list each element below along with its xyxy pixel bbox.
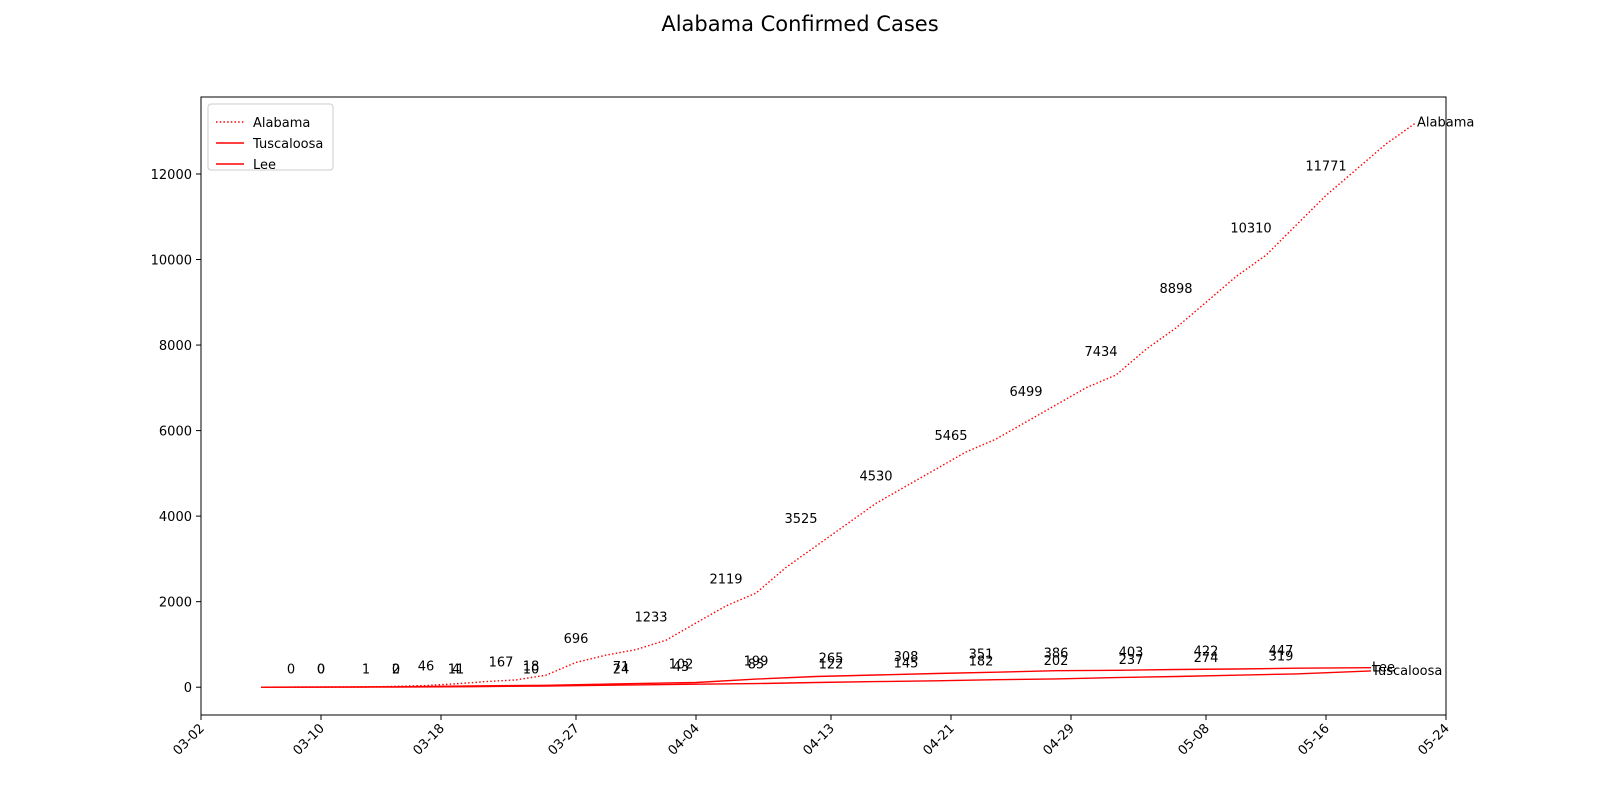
data-label: 182: [969, 655, 994, 670]
chart-title: Alabama Confirmed Cases: [661, 12, 938, 36]
x-tick-label: 04-29: [1041, 721, 1078, 758]
data-label: 11: [448, 663, 465, 678]
y-tick-label: 6000: [159, 425, 192, 440]
data-label: 0: [287, 663, 295, 678]
data-label: 43: [673, 660, 690, 675]
x-tick-label: 04-13: [801, 721, 838, 758]
data-label: 122: [819, 658, 844, 673]
data-label: 447: [1269, 644, 1294, 659]
legend-label-tuscaloosa: Tuscaloosa: [252, 137, 323, 152]
data-label: 2119: [709, 572, 742, 587]
series-lines: [260, 122, 1417, 688]
data-label: 308: [894, 650, 919, 665]
x-tick-label: 05-16: [1296, 721, 1333, 758]
data-label: 0: [392, 663, 400, 678]
data-label: 1233: [634, 610, 667, 625]
y-tick-label: 12000: [151, 168, 192, 183]
series-end-label: Alabama: [1417, 116, 1474, 131]
series-line-tuscaloosa: [260, 670, 1372, 688]
legend-label-lee: Lee: [253, 158, 276, 173]
data-label: 2: [392, 663, 400, 678]
x-tick-label: 03-10: [291, 721, 328, 758]
data-label: 71: [613, 660, 630, 675]
data-label: 0: [317, 663, 325, 678]
data-label: 4530: [859, 469, 892, 484]
series-end-label: Tuscaloosa: [1371, 664, 1442, 679]
series-line-alabama: [260, 122, 1417, 688]
x-tick-label: 03-02: [171, 721, 208, 758]
data-label: 5465: [934, 429, 967, 444]
data-label: 8898: [1159, 282, 1192, 297]
data-label: 167: [489, 655, 514, 670]
data-label: 386: [1044, 646, 1069, 661]
data-label: 237: [1119, 653, 1144, 668]
data-label: 10: [523, 663, 540, 678]
y-tick-label: 0: [184, 681, 192, 696]
data-label: 10310: [1230, 222, 1271, 237]
data-label: 24: [613, 663, 630, 678]
data-label: 265: [819, 652, 844, 667]
y-tick-label: 10000: [151, 254, 192, 269]
y-tick-label: 2000: [159, 596, 192, 611]
data-label: 18: [523, 660, 540, 675]
y-tick-label: 8000: [159, 339, 192, 354]
data-label: 3525: [784, 512, 817, 527]
data-label: 1: [362, 663, 370, 678]
y-tick-label: 4000: [159, 510, 192, 525]
series-line-lee: [260, 667, 1372, 688]
series-end-label: Lee: [1372, 661, 1395, 676]
data-label: 422: [1194, 645, 1219, 660]
data-label: 696: [564, 632, 589, 647]
data-label: 202: [1044, 654, 1069, 669]
data-label: 85: [748, 658, 765, 673]
plot-frame: [200, 96, 1447, 716]
x-tick-label: 05-08: [1176, 721, 1213, 758]
data-label: 145: [894, 656, 919, 671]
legend-box: [207, 103, 334, 171]
legend-label-alabama: Alabama: [253, 116, 310, 131]
x-tick-label: 04-04: [666, 721, 703, 758]
data-label: 7434: [1084, 345, 1117, 360]
data-label: 403: [1119, 646, 1144, 661]
data-label: 0: [317, 663, 325, 678]
x-tick-label: 04-21: [921, 721, 958, 758]
data-label: 46: [418, 660, 435, 675]
x-tick-label: 03-27: [546, 721, 583, 758]
x-tick-label: 03-18: [411, 721, 448, 758]
data-label: 274: [1194, 651, 1219, 666]
data-label: 319: [1269, 649, 1294, 664]
data-label: 4: [452, 663, 460, 678]
data-label: 6499: [1009, 385, 1042, 400]
data-label: 199: [744, 655, 769, 670]
x-tick-label: 05-24: [1416, 721, 1453, 758]
legend: Alabama Tuscaloosa Lee: [207, 103, 334, 173]
data-label: 11771: [1305, 159, 1346, 174]
data-labels: 0 00 1 20 46 114 167 18106967124123310243211919…: [287, 116, 1474, 679]
data-label: 351: [969, 648, 994, 663]
data-label: 102: [669, 658, 694, 673]
